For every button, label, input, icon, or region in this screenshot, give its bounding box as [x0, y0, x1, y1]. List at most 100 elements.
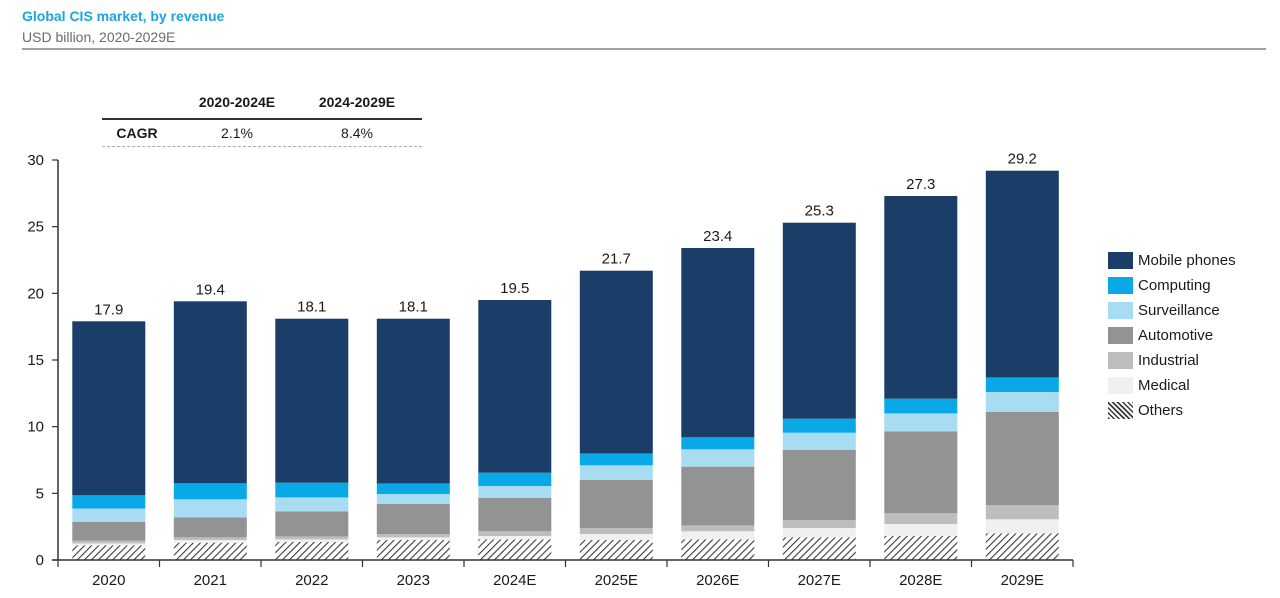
y-tick-label-25: 25 [27, 219, 44, 236]
legend-label: Automotive [1138, 327, 1214, 344]
legend-label: Surveillance [1138, 302, 1220, 319]
bar-segment-others-2026e [681, 539, 755, 560]
legend-swatch-industrial [1108, 352, 1133, 369]
bar-segment-industrial-2022 [275, 536, 349, 540]
legend-swatch-computing [1108, 277, 1133, 294]
legend-item-mobile-phones: Mobile phones [1108, 248, 1236, 273]
bar-segment-automotive-2028e [884, 431, 958, 514]
legend-label: Industrial [1138, 352, 1199, 369]
chart-subtitle: USD billion, 2020-2029E [22, 29, 176, 45]
x-tick-label-2023: 2023 [397, 572, 430, 589]
bar-segment-others-2029e [985, 533, 1059, 560]
legend-item-others: Others [1108, 398, 1236, 423]
x-tick-label-2026e: 2026E [696, 572, 739, 589]
bar-segment-industrial-2021 [173, 537, 247, 540]
bar-segment-mobile-phones-2028e [884, 196, 958, 399]
cagr-period-2: 2024-2029E [318, 94, 396, 110]
bar-segment-computing-2024e [478, 472, 552, 486]
bar-segment-automotive-2020 [72, 522, 146, 541]
bar-segment-computing-2027e [782, 418, 856, 433]
legend-label: Others [1138, 402, 1184, 419]
bar-segment-mobile-phones-2023 [376, 318, 450, 484]
bar-segment-surveillance-2029e [985, 392, 1059, 412]
x-tick-label-2020: 2020 [92, 572, 125, 589]
bar-segment-computing-2020 [72, 495, 146, 509]
bar-segment-surveillance-2023 [376, 494, 450, 504]
bar-segment-computing-2021 [173, 483, 247, 500]
bar-segment-others-2027e [782, 537, 856, 560]
legend-item-industrial: Industrial [1108, 348, 1236, 373]
bar-segment-mobile-phones-2026e [681, 248, 755, 438]
bar-segment-mobile-phones-2025e [579, 270, 653, 454]
bar-segment-computing-2025e [579, 453, 653, 466]
bar-segment-mobile-phones-2024e [478, 300, 552, 473]
total-label-2028e: 27.3 [906, 176, 935, 193]
bar-segment-others-2028e [884, 536, 958, 560]
chart-title: Global CIS market, by revenue [22, 8, 225, 24]
bar-segment-medical-2023 [376, 537, 450, 540]
bar-segment-others-2022 [275, 542, 349, 560]
bar-segment-mobile-phones-2027e [782, 222, 856, 419]
bar-segment-surveillance-2021 [173, 499, 247, 518]
title-divider [22, 48, 1266, 50]
x-tick-label-2025e: 2025E [595, 572, 638, 589]
bar-segment-surveillance-2020 [72, 508, 146, 522]
bar-segment-computing-2022 [275, 482, 349, 498]
cagr-bottom-rule [102, 146, 422, 147]
bar-segment-computing-2023 [376, 483, 450, 494]
bar-segment-industrial-2024e [478, 531, 552, 536]
bar-segment-industrial-2028e [884, 513, 958, 524]
bar-segment-others-2023 [376, 540, 450, 560]
bar-segment-mobile-phones-2022 [275, 318, 349, 483]
cagr-value-1: 2.1% [221, 125, 253, 141]
x-tick-label-2027e: 2027E [798, 572, 841, 589]
legend-item-automotive: Automotive [1108, 323, 1236, 348]
bar-segment-medical-2025e [579, 534, 653, 540]
y-tick-label-0: 0 [36, 552, 44, 569]
legend-swatch-others [1108, 402, 1133, 419]
bar-segment-computing-2029e [985, 377, 1059, 392]
bar-segment-medical-2027e [782, 528, 856, 538]
bar-segment-automotive-2023 [376, 504, 450, 534]
cagr-row: CAGR 2.1% 8.4% [102, 120, 422, 146]
bar-segment-computing-2028e [884, 398, 958, 414]
bar-segment-automotive-2022 [275, 511, 349, 537]
x-tick-label-2022: 2022 [295, 572, 328, 589]
bar-segment-others-2024e [478, 539, 552, 560]
total-label-2029e: 29.2 [1008, 151, 1037, 168]
chart-legend: Mobile phones Computing Surveillance Automo… [1108, 248, 1236, 423]
bar-segment-surveillance-2028e [884, 413, 958, 432]
y-tick-label-10: 10 [27, 419, 44, 436]
total-label-2020: 17.9 [94, 301, 123, 318]
total-label-2023: 18.1 [399, 299, 428, 316]
bar-segment-surveillance-2025e [579, 465, 653, 480]
y-tick-label-20: 20 [27, 285, 44, 302]
legend-item-computing: Computing [1108, 273, 1236, 298]
total-label-2021: 19.4 [196, 281, 225, 298]
cagr-header-rule [102, 118, 422, 120]
bar-segment-others-2020 [72, 545, 146, 560]
bar-segment-automotive-2025e [579, 480, 653, 528]
total-label-2024e: 19.5 [500, 280, 529, 297]
bar-segment-automotive-2024e [478, 498, 552, 532]
total-label-2026e: 23.4 [703, 228, 732, 245]
legend-swatch-medical [1108, 377, 1133, 394]
y-tick-label-30: 30 [27, 152, 44, 169]
x-tick-label-2028e: 2028E [899, 572, 942, 589]
bar-segment-others-2021 [173, 542, 247, 560]
bar-segment-medical-2022 [275, 539, 349, 542]
x-tick-label-2021: 2021 [194, 572, 227, 589]
cagr-row-label: CAGR [116, 125, 158, 141]
bar-segment-medical-2020 [72, 543, 146, 546]
bar-segment-automotive-2021 [173, 517, 247, 538]
legend-label: Mobile phones [1138, 252, 1236, 269]
bar-segment-industrial-2026e [681, 525, 755, 532]
bar-segment-industrial-2020 [72, 540, 146, 544]
legend-label: Computing [1138, 277, 1211, 294]
bar-segment-mobile-phones-2020 [72, 321, 146, 496]
bar-segment-surveillance-2026e [681, 449, 755, 467]
bar-segment-surveillance-2027e [782, 432, 856, 450]
cagr-period-1: 2020-2024E [198, 94, 276, 110]
bar-segment-industrial-2029e [985, 505, 1059, 520]
legend-swatch-surveillance [1108, 302, 1133, 319]
